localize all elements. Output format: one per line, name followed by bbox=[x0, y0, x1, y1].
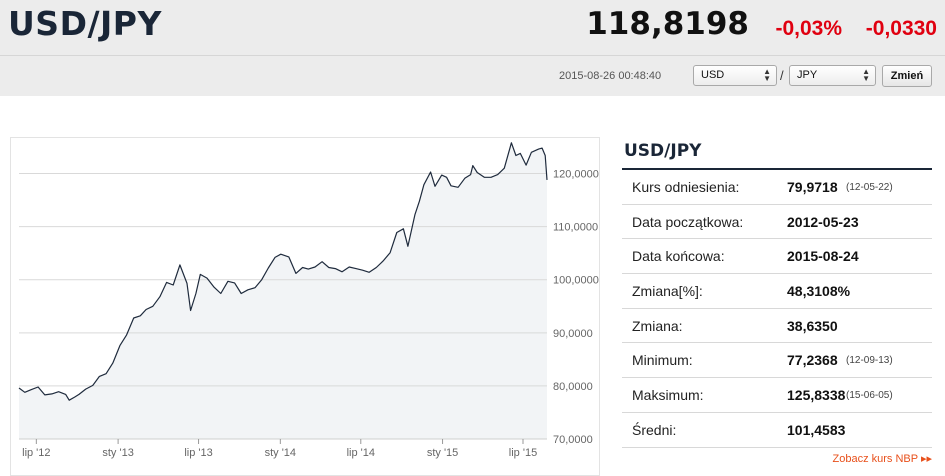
price-chart: 70,0000 80,0000 90,0000 100,0000 110,0000 120… bbox=[10, 137, 600, 476]
y-tick-label: 110,0000 bbox=[553, 222, 598, 234]
select-arrows-icon: ▲ ▼ bbox=[862, 67, 870, 83]
nbp-rate-link[interactable]: Zobacz kurs NBP ▸▸ bbox=[832, 453, 932, 465]
info-label: Minimum: bbox=[632, 352, 693, 369]
info-row: Data końcowa: 2015-08-24 bbox=[622, 239, 932, 275]
y-tick-label: 100,0000 bbox=[553, 275, 599, 287]
info-value: 79,9718 bbox=[787, 179, 838, 195]
quote-header: USD/JPY 118,8198 -0,03% -0,0330 2015-08-… bbox=[0, 0, 945, 96]
info-value: 2012-05-23 bbox=[787, 213, 859, 230]
x-tick-label: sty '13 bbox=[102, 447, 133, 459]
series-line bbox=[18, 142, 548, 401]
to-currency-select[interactable]: JPY ▲ ▼ bbox=[789, 65, 876, 86]
info-row: Zmiana[%]: 48,3108% bbox=[622, 274, 932, 309]
info-row: Data początkowa: 2012-05-23 bbox=[622, 205, 932, 240]
pair-title: USD/JPY bbox=[8, 4, 162, 43]
info-row: Zmiana: 38,6350 bbox=[622, 309, 932, 344]
info-date: (15-06-05) bbox=[846, 390, 893, 402]
info-panel: USD/JPY Kurs odniesienia: 79,9718 (12-05… bbox=[622, 137, 932, 448]
info-value: 101,4583 bbox=[787, 421, 846, 438]
change-absolute: -0,0330 bbox=[865, 17, 937, 40]
info-date: (12-05-22) bbox=[846, 182, 893, 193]
currency-separator: / bbox=[780, 68, 784, 83]
info-label: Średni: bbox=[632, 421, 677, 438]
x-tick-label: sty '14 bbox=[265, 447, 296, 459]
info-label: Maksimum: bbox=[632, 387, 704, 404]
info-row: Maksimum: 125,8338 (15-06-05) bbox=[622, 378, 932, 413]
select-arrows-icon: ▲ ▼ bbox=[763, 67, 771, 83]
info-row: Średni: 101,4583 bbox=[622, 413, 932, 448]
y-tick-label: 80,0000 bbox=[553, 381, 593, 393]
y-tick-label: 70,0000 bbox=[553, 434, 593, 446]
x-tick-label: lip '15 bbox=[509, 447, 537, 459]
info-row: Minimum: 77,2368 (12-09-13) bbox=[622, 343, 932, 379]
from-currency-select[interactable]: USD ▲ ▼ bbox=[693, 65, 777, 86]
current-rate: 118,8198 bbox=[586, 6, 749, 42]
info-label: Kurs odniesienia: bbox=[632, 179, 740, 195]
info-value: 48,3108% bbox=[787, 283, 851, 300]
info-label: Zmiana[%]: bbox=[632, 283, 703, 300]
info-title: USD/JPY bbox=[622, 137, 932, 170]
x-tick-label: lip '13 bbox=[184, 447, 212, 459]
header-divider bbox=[0, 55, 945, 56]
price-chart-svg: 70,0000 80,0000 90,0000 100,0000 110,0000 120… bbox=[10, 137, 600, 476]
info-label: Zmiana: bbox=[632, 317, 683, 334]
info-value: 2015-08-24 bbox=[787, 248, 859, 265]
quote-timestamp: 2015-08-26 00:48:40 bbox=[559, 70, 662, 82]
info-value: 38,6350 bbox=[787, 317, 838, 334]
from-currency-value: USD bbox=[701, 69, 725, 81]
change-button[interactable]: Zmień bbox=[882, 65, 932, 87]
to-currency-value: JPY bbox=[797, 69, 818, 81]
info-value: 77,2368 bbox=[787, 352, 838, 369]
x-tick-label: sty '15 bbox=[427, 447, 458, 459]
info-label: Data początkowa: bbox=[632, 213, 744, 230]
info-date: (12-09-13) bbox=[846, 355, 893, 367]
info-value: 125,8338 bbox=[787, 387, 846, 404]
change-percent: -0,03% bbox=[775, 17, 842, 40]
x-tick-label: lip '12 bbox=[22, 447, 50, 459]
info-label: Data końcowa: bbox=[632, 248, 725, 265]
y-tick-label: 120,0000 bbox=[553, 169, 599, 181]
x-tick-label: lip '14 bbox=[347, 447, 375, 459]
y-tick-label: 90,0000 bbox=[553, 328, 593, 340]
info-row: Kurs odniesienia: 79,9718 (12-05-22) bbox=[622, 170, 932, 205]
